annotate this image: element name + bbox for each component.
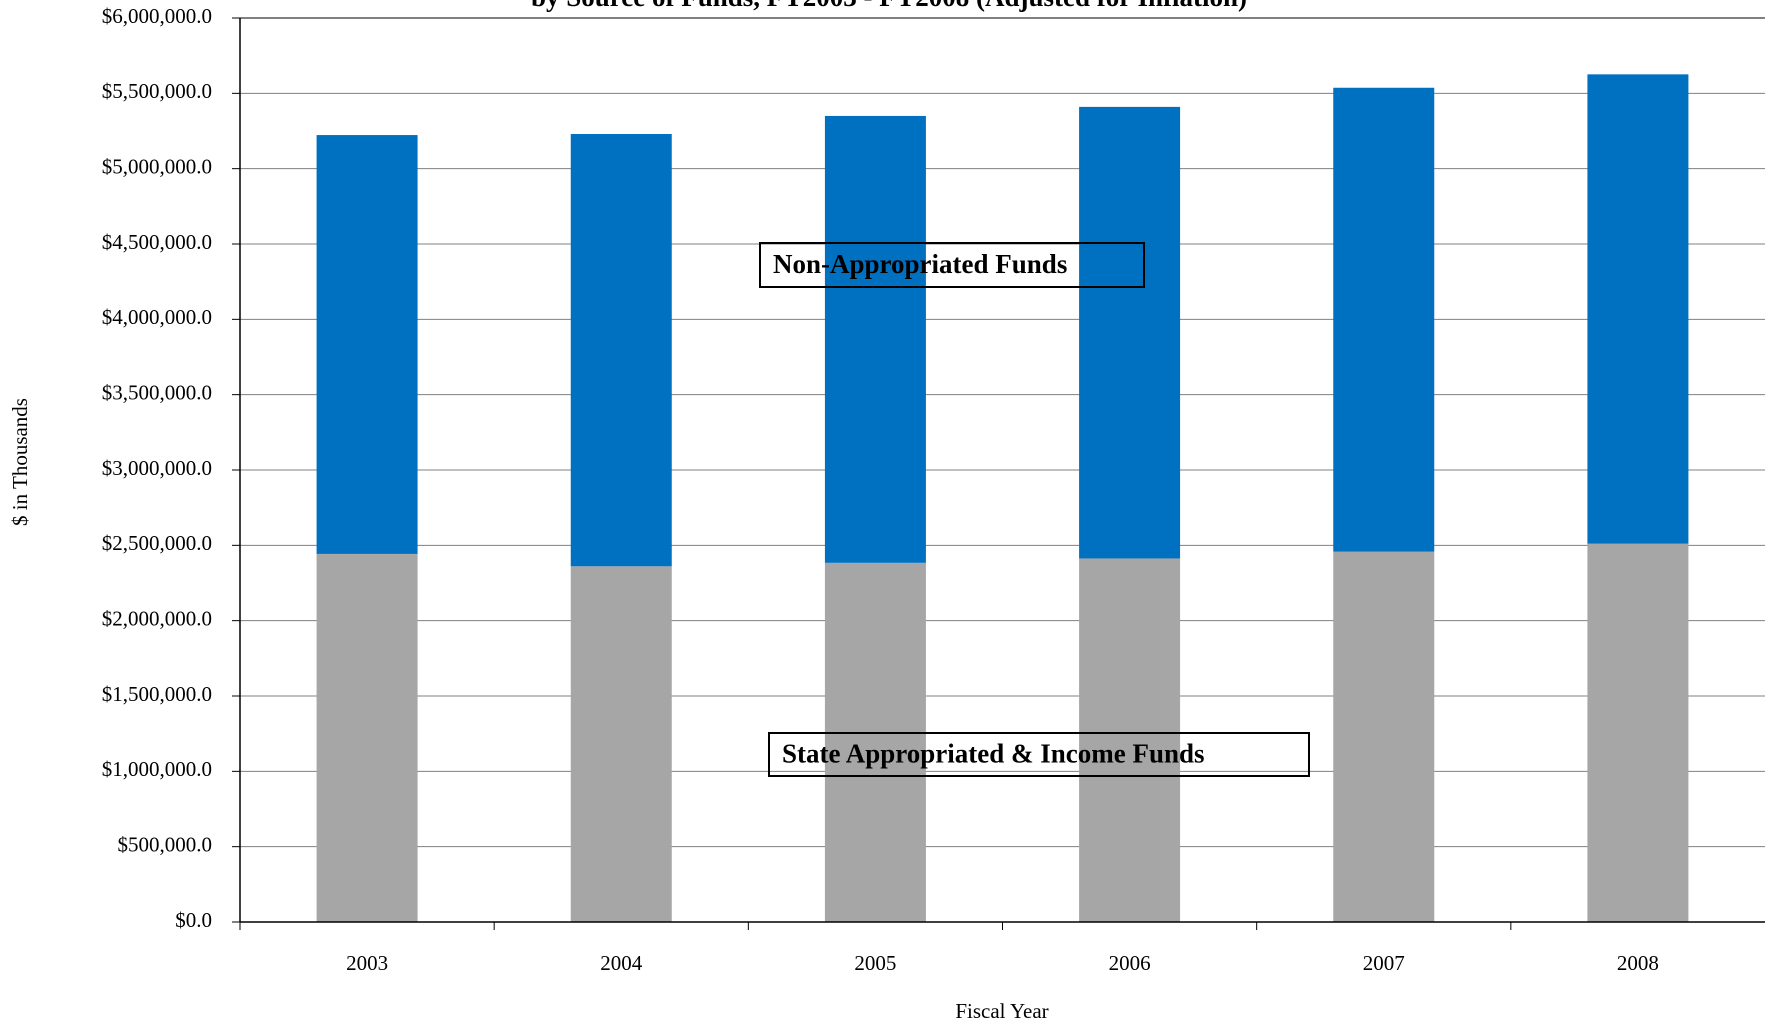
bar-segment — [1333, 87, 1435, 552]
y-tick-label: $1,000,000.0 — [102, 757, 212, 781]
bar-segment — [316, 135, 418, 554]
y-tick-label: $1,500,000.0 — [102, 682, 212, 706]
y-tick-label: $2,500,000.0 — [102, 531, 212, 555]
bar-segment — [316, 553, 418, 922]
y-tick-label: $4,500,000.0 — [102, 230, 212, 254]
y-tick-label: $3,500,000.0 — [102, 380, 212, 404]
x-tick-label: 2004 — [600, 951, 643, 975]
bar-segment — [1587, 543, 1689, 922]
series-label: State Appropriated & Income Funds — [782, 739, 1205, 769]
y-tick-label: $0.0 — [175, 908, 212, 932]
y-tick-label: $2,000,000.0 — [102, 606, 212, 630]
bar-segment — [1079, 558, 1181, 922]
x-tick-label: 2003 — [346, 951, 388, 975]
y-tick-label: $4,000,000.0 — [102, 305, 212, 329]
y-tick-label: $5,000,000.0 — [102, 154, 212, 178]
bar-segment — [824, 115, 926, 563]
bar-segment — [570, 134, 672, 567]
chart-title: by Source of Funds, FY2003 - FY2008 (Adj… — [531, 0, 1247, 12]
bar-segment — [570, 566, 672, 922]
x-tick-label: 2006 — [1109, 951, 1151, 975]
y-tick-label: $3,000,000.0 — [102, 456, 212, 480]
bar-segment — [1079, 106, 1181, 559]
series-label-box — [759, 242, 1145, 288]
x-tick-label: 2005 — [854, 951, 896, 975]
x-tick-label: 2007 — [1363, 951, 1405, 975]
y-tick-label: $6,000,000.0 — [102, 4, 212, 28]
series-label: Non-Appropriated Funds — [773, 249, 1067, 279]
y-tick-label: $500,000.0 — [118, 832, 213, 856]
y-tick-label: $5,500,000.0 — [102, 79, 212, 103]
y-axis-title: $ in Thousands — [8, 398, 32, 526]
x-axis-title: Fiscal Year — [955, 999, 1048, 1023]
bar-segment — [1333, 551, 1435, 922]
bar-segment — [824, 562, 926, 922]
x-tick-label: 2008 — [1617, 951, 1659, 975]
series-label-box — [768, 732, 1310, 777]
bar-segment — [1587, 74, 1689, 544]
